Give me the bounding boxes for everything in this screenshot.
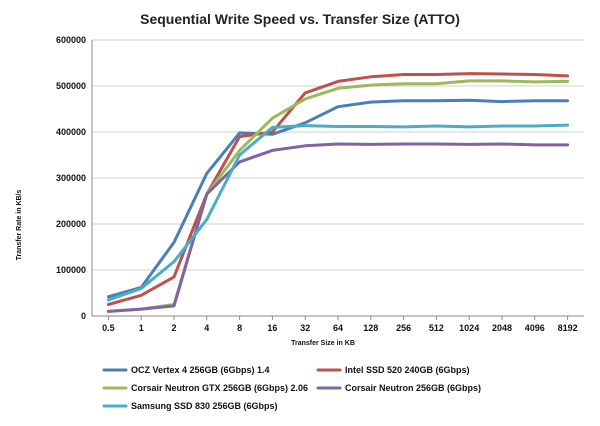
- x-tick-label: 512: [429, 323, 444, 333]
- series-line-3: [108, 81, 567, 312]
- x-tick-label: 8192: [558, 323, 578, 333]
- x-tick-label: 128: [363, 323, 378, 333]
- y-tick-label: 500000: [56, 81, 86, 91]
- legend-item: Samsung SSD 830 256GB (6Gbps): [104, 401, 278, 411]
- y-tick-label: 600000: [56, 35, 86, 45]
- legend-item: OCZ Vertex 4 256GB (6Gbps) 1.4: [104, 365, 270, 375]
- y-tick-label: 300000: [56, 173, 86, 183]
- legend-label: OCZ Vertex 4 256GB (6Gbps) 1.4: [131, 365, 270, 375]
- series-line-4: [108, 144, 567, 311]
- legend-label: Corsair Neutron 256GB (6Gbps): [345, 383, 481, 393]
- x-tick-label: 0.5: [102, 323, 115, 333]
- legend-label: Intel SSD 520 240GB (6Gbps): [345, 365, 470, 375]
- legend-label: Samsung SSD 830 256GB (6Gbps): [131, 401, 278, 411]
- y-tick-label: 200000: [56, 219, 86, 229]
- x-tick-label: 256: [396, 323, 411, 333]
- x-tick-label: 2048: [492, 323, 512, 333]
- x-tick-label: 8: [237, 323, 242, 333]
- series-layer: [108, 74, 567, 312]
- legend: OCZ Vertex 4 256GB (6Gbps) 1.4 Intel SSD …: [104, 365, 481, 411]
- series-line-5: [108, 125, 567, 300]
- x-tick-label: 1024: [459, 323, 479, 333]
- y-tick-label: 400000: [56, 127, 86, 137]
- legend-item: Corsair Neutron 256GB (6Gbps): [318, 383, 481, 393]
- x-tick-label: 1: [139, 323, 144, 333]
- legend-label: Corsair Neutron GTX 256GB (6Gbps) 2.06: [131, 383, 308, 393]
- x-tick-label: 32: [300, 323, 310, 333]
- legend-item: Corsair Neutron GTX 256GB (6Gbps) 2.06: [104, 383, 308, 393]
- chart-title: Sequential Write Speed vs. Transfer Size…: [140, 11, 460, 27]
- x-tick-label: 4096: [525, 323, 545, 333]
- x-axis-label: Transfer Size in KB: [291, 340, 355, 347]
- x-tick-label: 16: [267, 323, 277, 333]
- y-axis-label: Transfer Rate in KB/s: [16, 189, 23, 260]
- x-tick-label: 4: [204, 323, 209, 333]
- y-tick-label: 0: [81, 311, 86, 321]
- x-tick-label: 64: [333, 323, 343, 333]
- legend-item: Intel SSD 520 240GB (6Gbps): [318, 365, 470, 375]
- y-tick-label: 100000: [56, 265, 86, 275]
- x-tick-label: 2: [171, 323, 176, 333]
